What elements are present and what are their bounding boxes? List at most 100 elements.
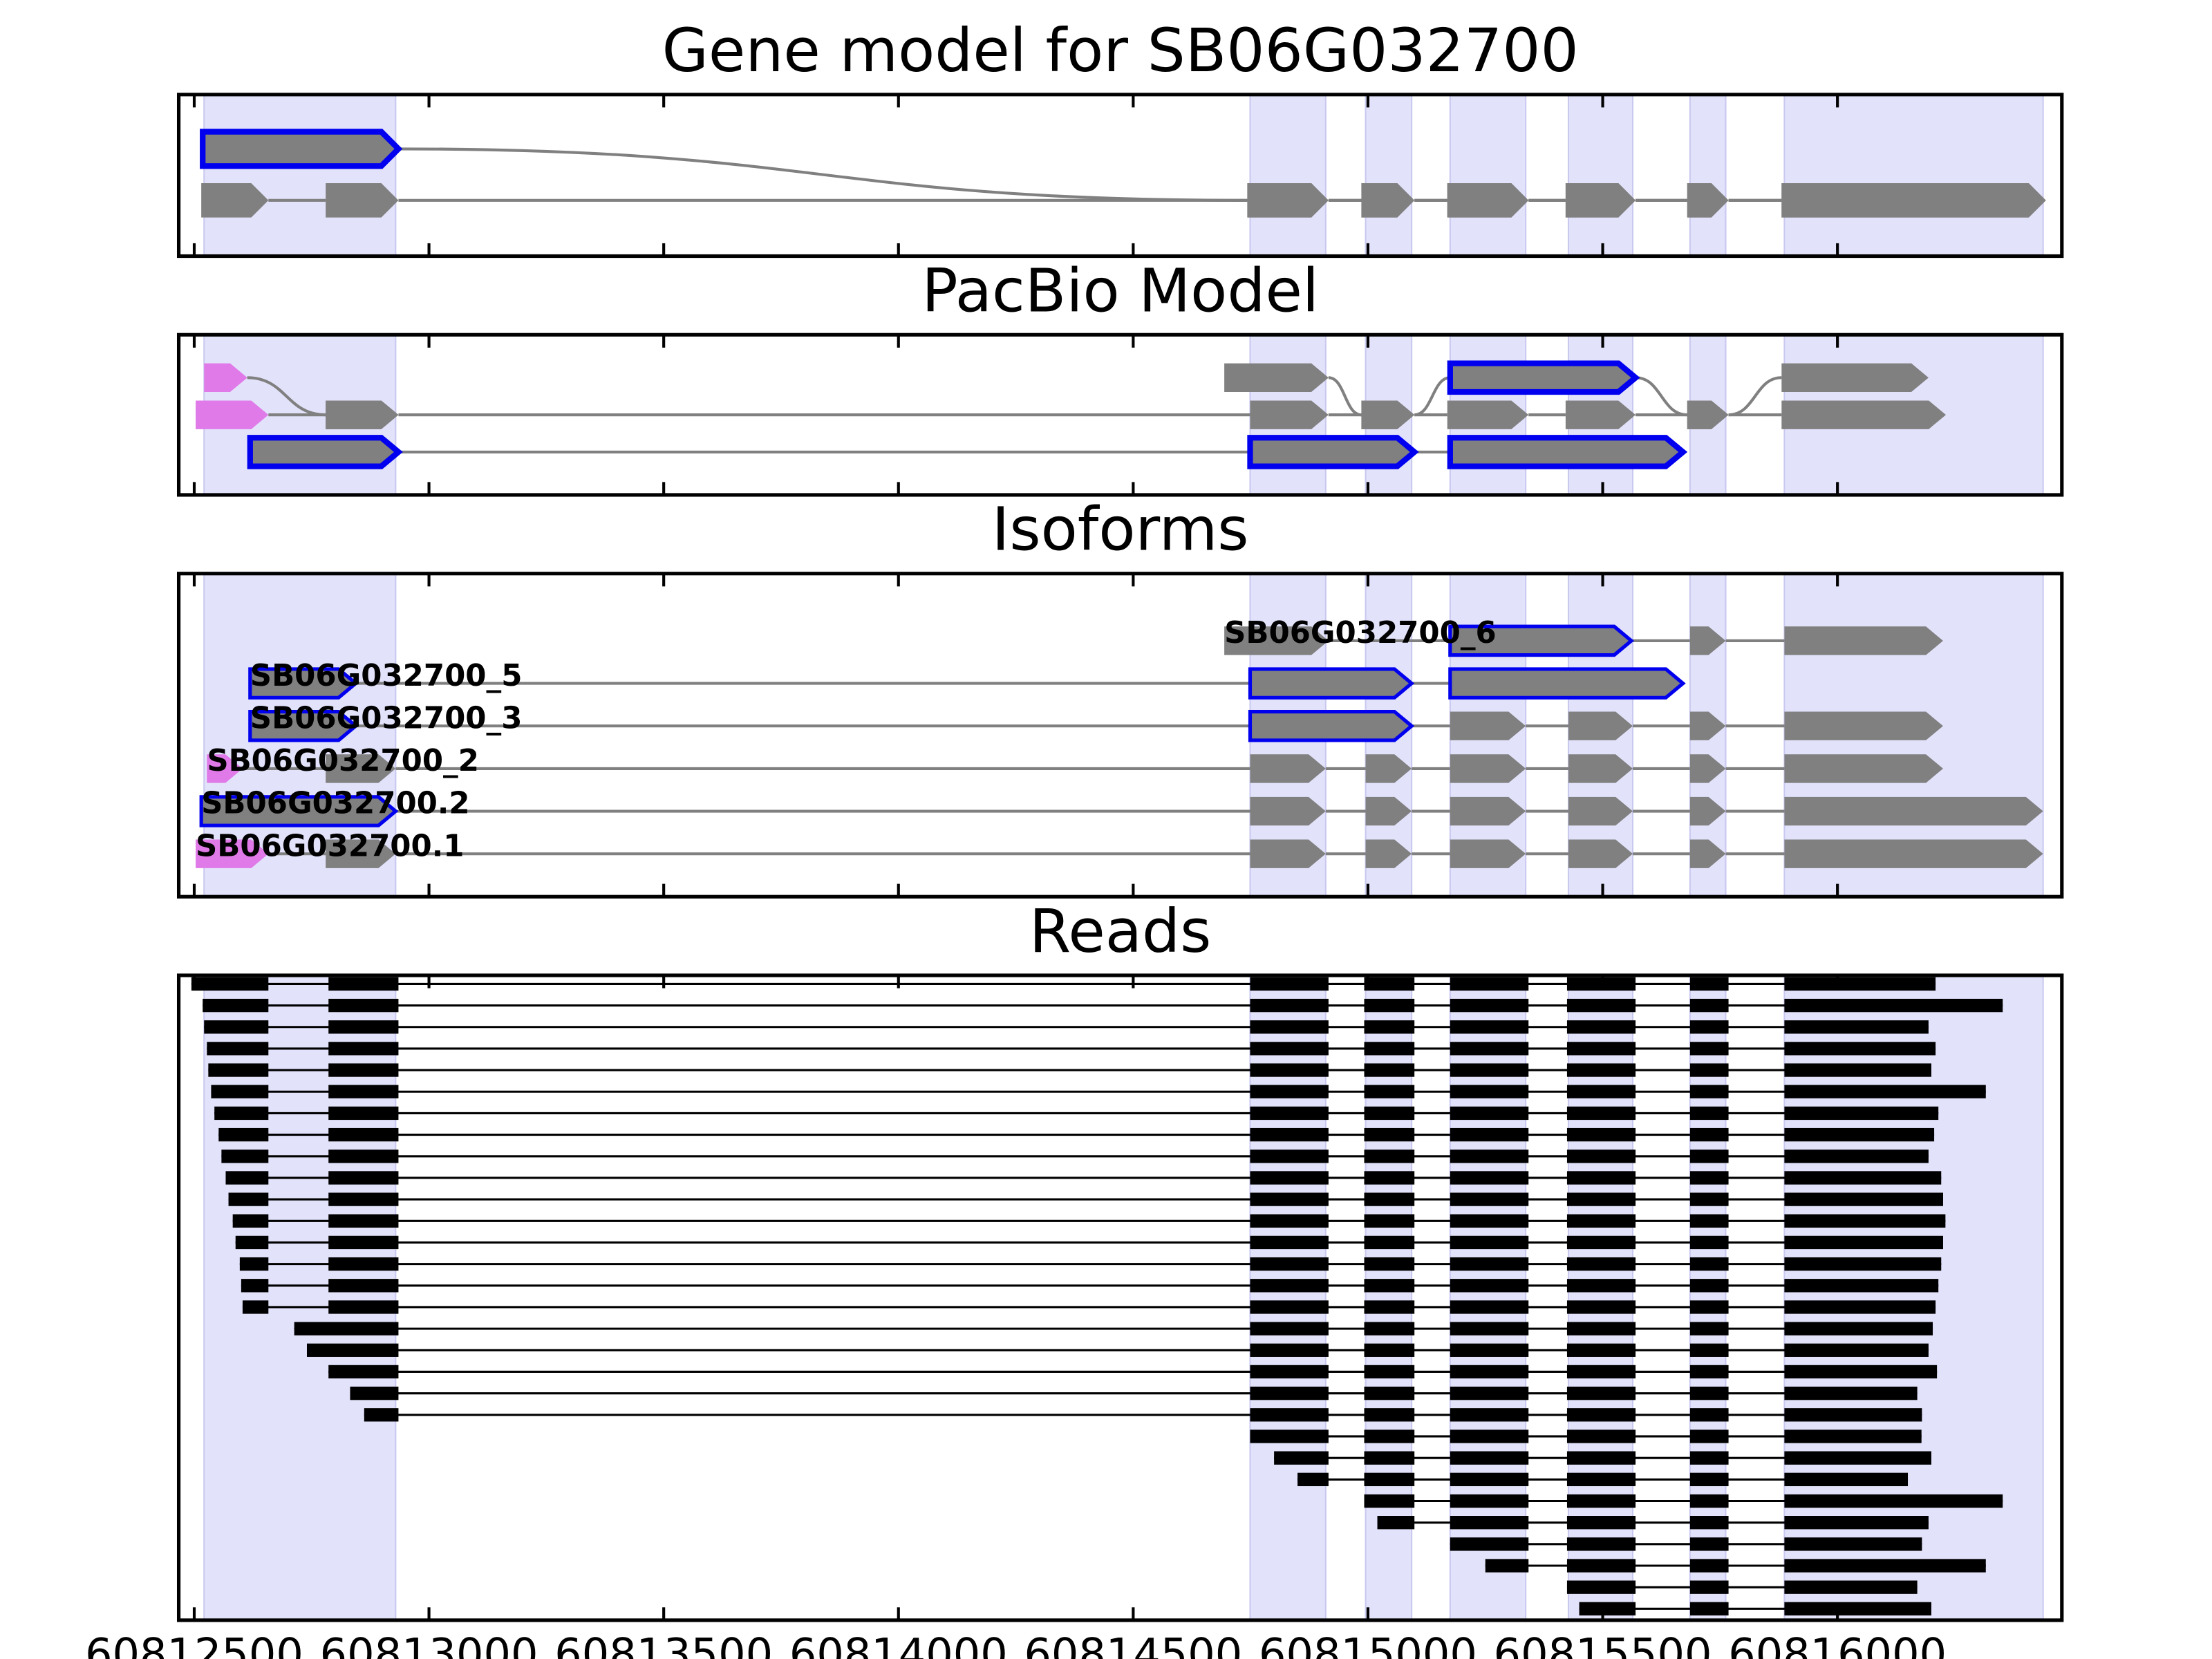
read-block [204, 1020, 269, 1034]
read-block [1250, 1171, 1329, 1185]
read-block [328, 1063, 399, 1077]
read-block [1784, 1150, 1929, 1163]
read-block [1450, 1343, 1529, 1357]
intron [1635, 376, 1687, 417]
read-block [1250, 1386, 1329, 1400]
read-block [1250, 1257, 1329, 1271]
read-block [1566, 1365, 1636, 1379]
read-block [1364, 1063, 1415, 1077]
read-block [1450, 1430, 1529, 1443]
read-block [1566, 1408, 1636, 1422]
read-block [241, 1279, 269, 1293]
read-block [203, 998, 269, 1013]
read-block [1566, 1020, 1636, 1034]
read-block [328, 1300, 399, 1314]
read-block [1364, 1451, 1415, 1465]
exon-region [1365, 93, 1413, 257]
read-block [1250, 1279, 1329, 1293]
read-block [1364, 1020, 1415, 1034]
read-block [1689, 1063, 1729, 1077]
read-block [328, 1042, 399, 1056]
read-block [1566, 1063, 1636, 1077]
read-block [1784, 1322, 1933, 1335]
read-block [1689, 1559, 1729, 1573]
exon [1450, 839, 1526, 868]
read-block [1689, 1235, 1729, 1250]
read-block [1689, 1106, 1729, 1121]
read-block [1250, 1214, 1329, 1228]
read-block [1450, 1127, 1529, 1142]
exon [1365, 796, 1412, 826]
exon [1689, 796, 1726, 826]
read-block [1784, 1192, 1943, 1206]
read-block [1450, 1451, 1529, 1465]
exon [1224, 363, 1329, 393]
exon [1250, 754, 1326, 783]
read-block [328, 1365, 399, 1379]
exon [1781, 183, 2046, 218]
isoform-label: SB06G032700_2 [207, 744, 479, 778]
read-block [1566, 1537, 1636, 1551]
x-tick-label: 60812500 [85, 1629, 303, 1659]
exon [1447, 400, 1529, 429]
read-block [1566, 1042, 1636, 1056]
read-block [1784, 1063, 1931, 1077]
exon [1447, 435, 1688, 469]
exon [1250, 400, 1329, 429]
read-block [1566, 1580, 1636, 1594]
exon [1450, 711, 1526, 740]
read-block [208, 1063, 269, 1077]
read-block [1784, 1472, 1909, 1486]
read-block [1450, 1106, 1529, 1121]
read-block [1364, 1042, 1415, 1056]
exon-region [1365, 974, 1413, 1621]
read-block [1450, 1515, 1529, 1530]
read-block [1450, 1322, 1529, 1335]
read-block [1377, 1515, 1415, 1530]
intron [1328, 376, 1362, 417]
read-block [328, 1257, 399, 1271]
read-block [1689, 1494, 1729, 1508]
read-block [1784, 1494, 2003, 1508]
read-block [1784, 1106, 1939, 1121]
exon-region [1783, 974, 2044, 1621]
panel-title: PacBio Model [921, 256, 1319, 326]
x-tick-label: 60813500 [554, 1629, 773, 1659]
exon [1250, 796, 1326, 826]
read-block [1689, 1085, 1729, 1098]
read-block [1364, 1472, 1415, 1486]
read-block [1566, 1127, 1636, 1142]
exon [1247, 435, 1419, 469]
exon [1361, 183, 1415, 218]
exon [1247, 183, 1329, 218]
panel-frame [176, 93, 2064, 259]
read-block [1250, 1343, 1329, 1357]
exon [1781, 363, 1929, 393]
read-block [1450, 1235, 1529, 1250]
read-block [1364, 1343, 1415, 1357]
read-block [1689, 1322, 1729, 1335]
exon [1447, 183, 1529, 218]
read-block [1450, 1365, 1529, 1379]
read-block [1689, 1171, 1729, 1185]
read-block [1250, 1430, 1329, 1443]
read-block [328, 1127, 399, 1142]
read-block [1566, 1494, 1636, 1508]
read-block [1250, 1365, 1329, 1379]
read-block [1450, 1472, 1529, 1486]
exon-region [1249, 93, 1327, 257]
read-block [1784, 1602, 1931, 1616]
exon [1448, 624, 1635, 657]
x-tick-label: 60813000 [320, 1629, 538, 1659]
isoform-label: SB06G032700_6 [1224, 616, 1497, 650]
exon-region [1567, 974, 1634, 1621]
exon [1784, 796, 2043, 826]
read-block [1566, 1515, 1636, 1530]
x-tick-label: 60816000 [1728, 1629, 1947, 1659]
read-block [1784, 1020, 1929, 1034]
read-block [1689, 1300, 1729, 1314]
exon [1689, 839, 1726, 868]
exon [1248, 667, 1415, 700]
read-block [294, 1322, 399, 1335]
